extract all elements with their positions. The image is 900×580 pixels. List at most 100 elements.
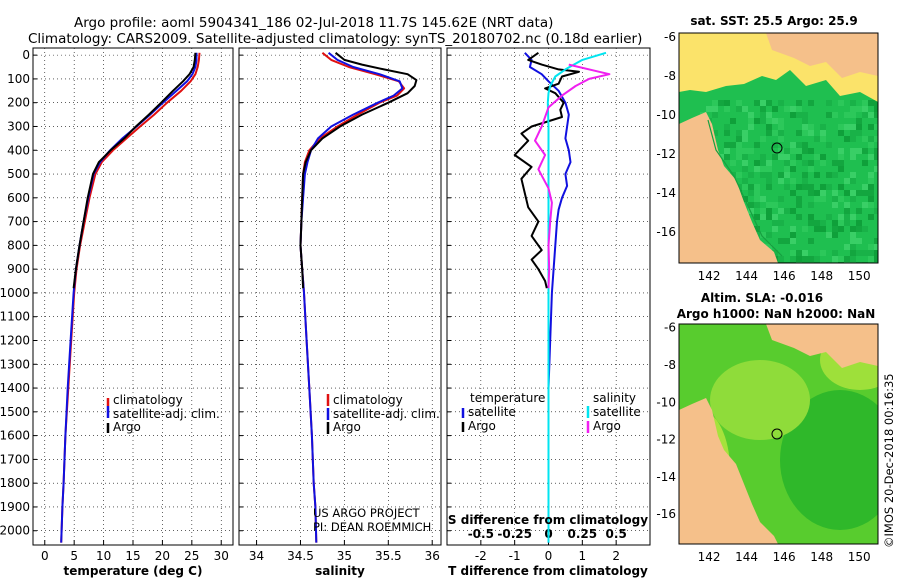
sst-pixel bbox=[814, 220, 820, 226]
sst-pixel bbox=[796, 154, 802, 160]
sst-pixel bbox=[748, 202, 754, 208]
map-lon-label: 146 bbox=[773, 550, 796, 564]
sst-pixel bbox=[856, 124, 862, 130]
series-argo bbox=[299, 52, 418, 289]
sst-pixel bbox=[862, 136, 868, 142]
series-satellite-adj-clim- bbox=[299, 52, 404, 543]
sst-pixel bbox=[760, 154, 766, 160]
legend-label-satellite: satellite-adj. clim. bbox=[333, 407, 440, 421]
sst-pixel bbox=[736, 142, 742, 148]
difference-legend: temperature salinity satellite Argo sate… bbox=[461, 391, 641, 433]
sst-pixel bbox=[832, 172, 838, 178]
sst-pixel bbox=[796, 202, 802, 208]
sst-pixel bbox=[742, 148, 748, 154]
sst-pixel bbox=[868, 136, 874, 142]
sst-pixel bbox=[838, 166, 844, 172]
map-lat-label: -16 bbox=[656, 507, 676, 521]
x-tick-label: 10 bbox=[96, 549, 111, 563]
legend-label-s-satellite: satellite bbox=[593, 405, 641, 419]
legend-label-t-satellite: satellite bbox=[468, 405, 516, 419]
temperature-series bbox=[60, 52, 201, 543]
sst-pixel bbox=[778, 220, 784, 226]
sst-pixel bbox=[766, 100, 772, 106]
sst-pixel bbox=[856, 220, 862, 226]
depth-tick-label: 100 bbox=[7, 72, 30, 86]
sst-pixel bbox=[850, 136, 856, 142]
sst-pixel bbox=[772, 130, 778, 136]
sst-pixel bbox=[802, 124, 808, 130]
sst-pixel bbox=[850, 154, 856, 160]
sst-pixel bbox=[778, 256, 784, 262]
salinity-axis-label: salinity bbox=[315, 564, 365, 578]
sst-pixel bbox=[760, 172, 766, 178]
sst-pixel bbox=[796, 112, 802, 118]
sst-pixel bbox=[736, 154, 742, 160]
sst-pixel bbox=[862, 202, 868, 208]
sst-pixel bbox=[712, 112, 718, 118]
sst-pixel bbox=[778, 208, 784, 214]
sst-pixel bbox=[838, 124, 844, 130]
sst-pixel bbox=[742, 184, 748, 190]
sst-pixel bbox=[760, 166, 766, 172]
sst-pixel bbox=[706, 106, 712, 112]
sst-pixel bbox=[820, 154, 826, 160]
depth-tick-label: 500 bbox=[7, 167, 30, 181]
sst-pixel bbox=[838, 256, 844, 262]
sst-pixel bbox=[868, 184, 874, 190]
sst-pixel bbox=[736, 106, 742, 112]
sst-pixel bbox=[850, 226, 856, 232]
sst-pixel bbox=[778, 130, 784, 136]
map-lon-label: 148 bbox=[810, 269, 833, 283]
sst-pixel bbox=[874, 112, 878, 118]
map-lat-label: -12 bbox=[656, 433, 676, 447]
sst-pixel bbox=[808, 160, 814, 166]
sst-pixel bbox=[760, 196, 766, 202]
sst-pixel bbox=[742, 178, 748, 184]
sst-pixel bbox=[826, 172, 832, 178]
papua-new-guinea-land bbox=[679, 33, 878, 78]
depth-tick-label: 1300 bbox=[0, 357, 30, 371]
sst-pixel bbox=[856, 226, 862, 232]
sst-pixel bbox=[868, 190, 874, 196]
sst-pixel bbox=[718, 100, 724, 106]
sst-pixel bbox=[766, 214, 772, 220]
sst-pixel bbox=[790, 142, 796, 148]
sst-pixel bbox=[766, 118, 772, 124]
sst-pixel bbox=[850, 172, 856, 178]
sst-pixel bbox=[778, 100, 784, 106]
sst-pixel bbox=[778, 124, 784, 130]
sst-pixel bbox=[814, 154, 820, 160]
sst-pixel bbox=[760, 100, 766, 106]
sst-pixel bbox=[820, 250, 826, 256]
sst-pixel bbox=[856, 148, 862, 154]
map-lat-label: -8 bbox=[664, 69, 676, 83]
x-tick-label: 35.5 bbox=[375, 549, 402, 563]
sst-pixel bbox=[850, 178, 856, 184]
sst-pixel bbox=[856, 118, 862, 124]
sst-pixel bbox=[754, 142, 760, 148]
sst-pixel bbox=[868, 244, 874, 250]
sst-pixel bbox=[850, 244, 856, 250]
sst-pixel bbox=[754, 196, 760, 202]
depth-tick-label: 1900 bbox=[0, 500, 30, 514]
sst-pixel bbox=[802, 256, 808, 262]
sst-pixel bbox=[850, 100, 856, 106]
sst-pixel bbox=[874, 250, 878, 256]
sst-pixel bbox=[808, 166, 814, 172]
sst-pixel bbox=[790, 166, 796, 172]
t-difference-axis-label: T difference from climatology bbox=[448, 564, 648, 578]
sst-pixel bbox=[808, 190, 814, 196]
sst-pixel bbox=[712, 100, 718, 106]
s-tick-label: -0.5 bbox=[468, 527, 494, 541]
x-tick-label: 0 bbox=[41, 549, 49, 563]
sst-pixel bbox=[754, 202, 760, 208]
sst-pixel bbox=[790, 148, 796, 154]
series-salinity-argo bbox=[534, 63, 611, 289]
sst-pixel bbox=[766, 244, 772, 250]
sst-pixel bbox=[874, 256, 878, 262]
sst-pixel bbox=[724, 106, 730, 112]
sst-pixel bbox=[820, 160, 826, 166]
sst-pixel bbox=[742, 154, 748, 160]
depth-tick-label: 900 bbox=[7, 262, 30, 276]
map-lat-label: -14 bbox=[656, 186, 676, 200]
